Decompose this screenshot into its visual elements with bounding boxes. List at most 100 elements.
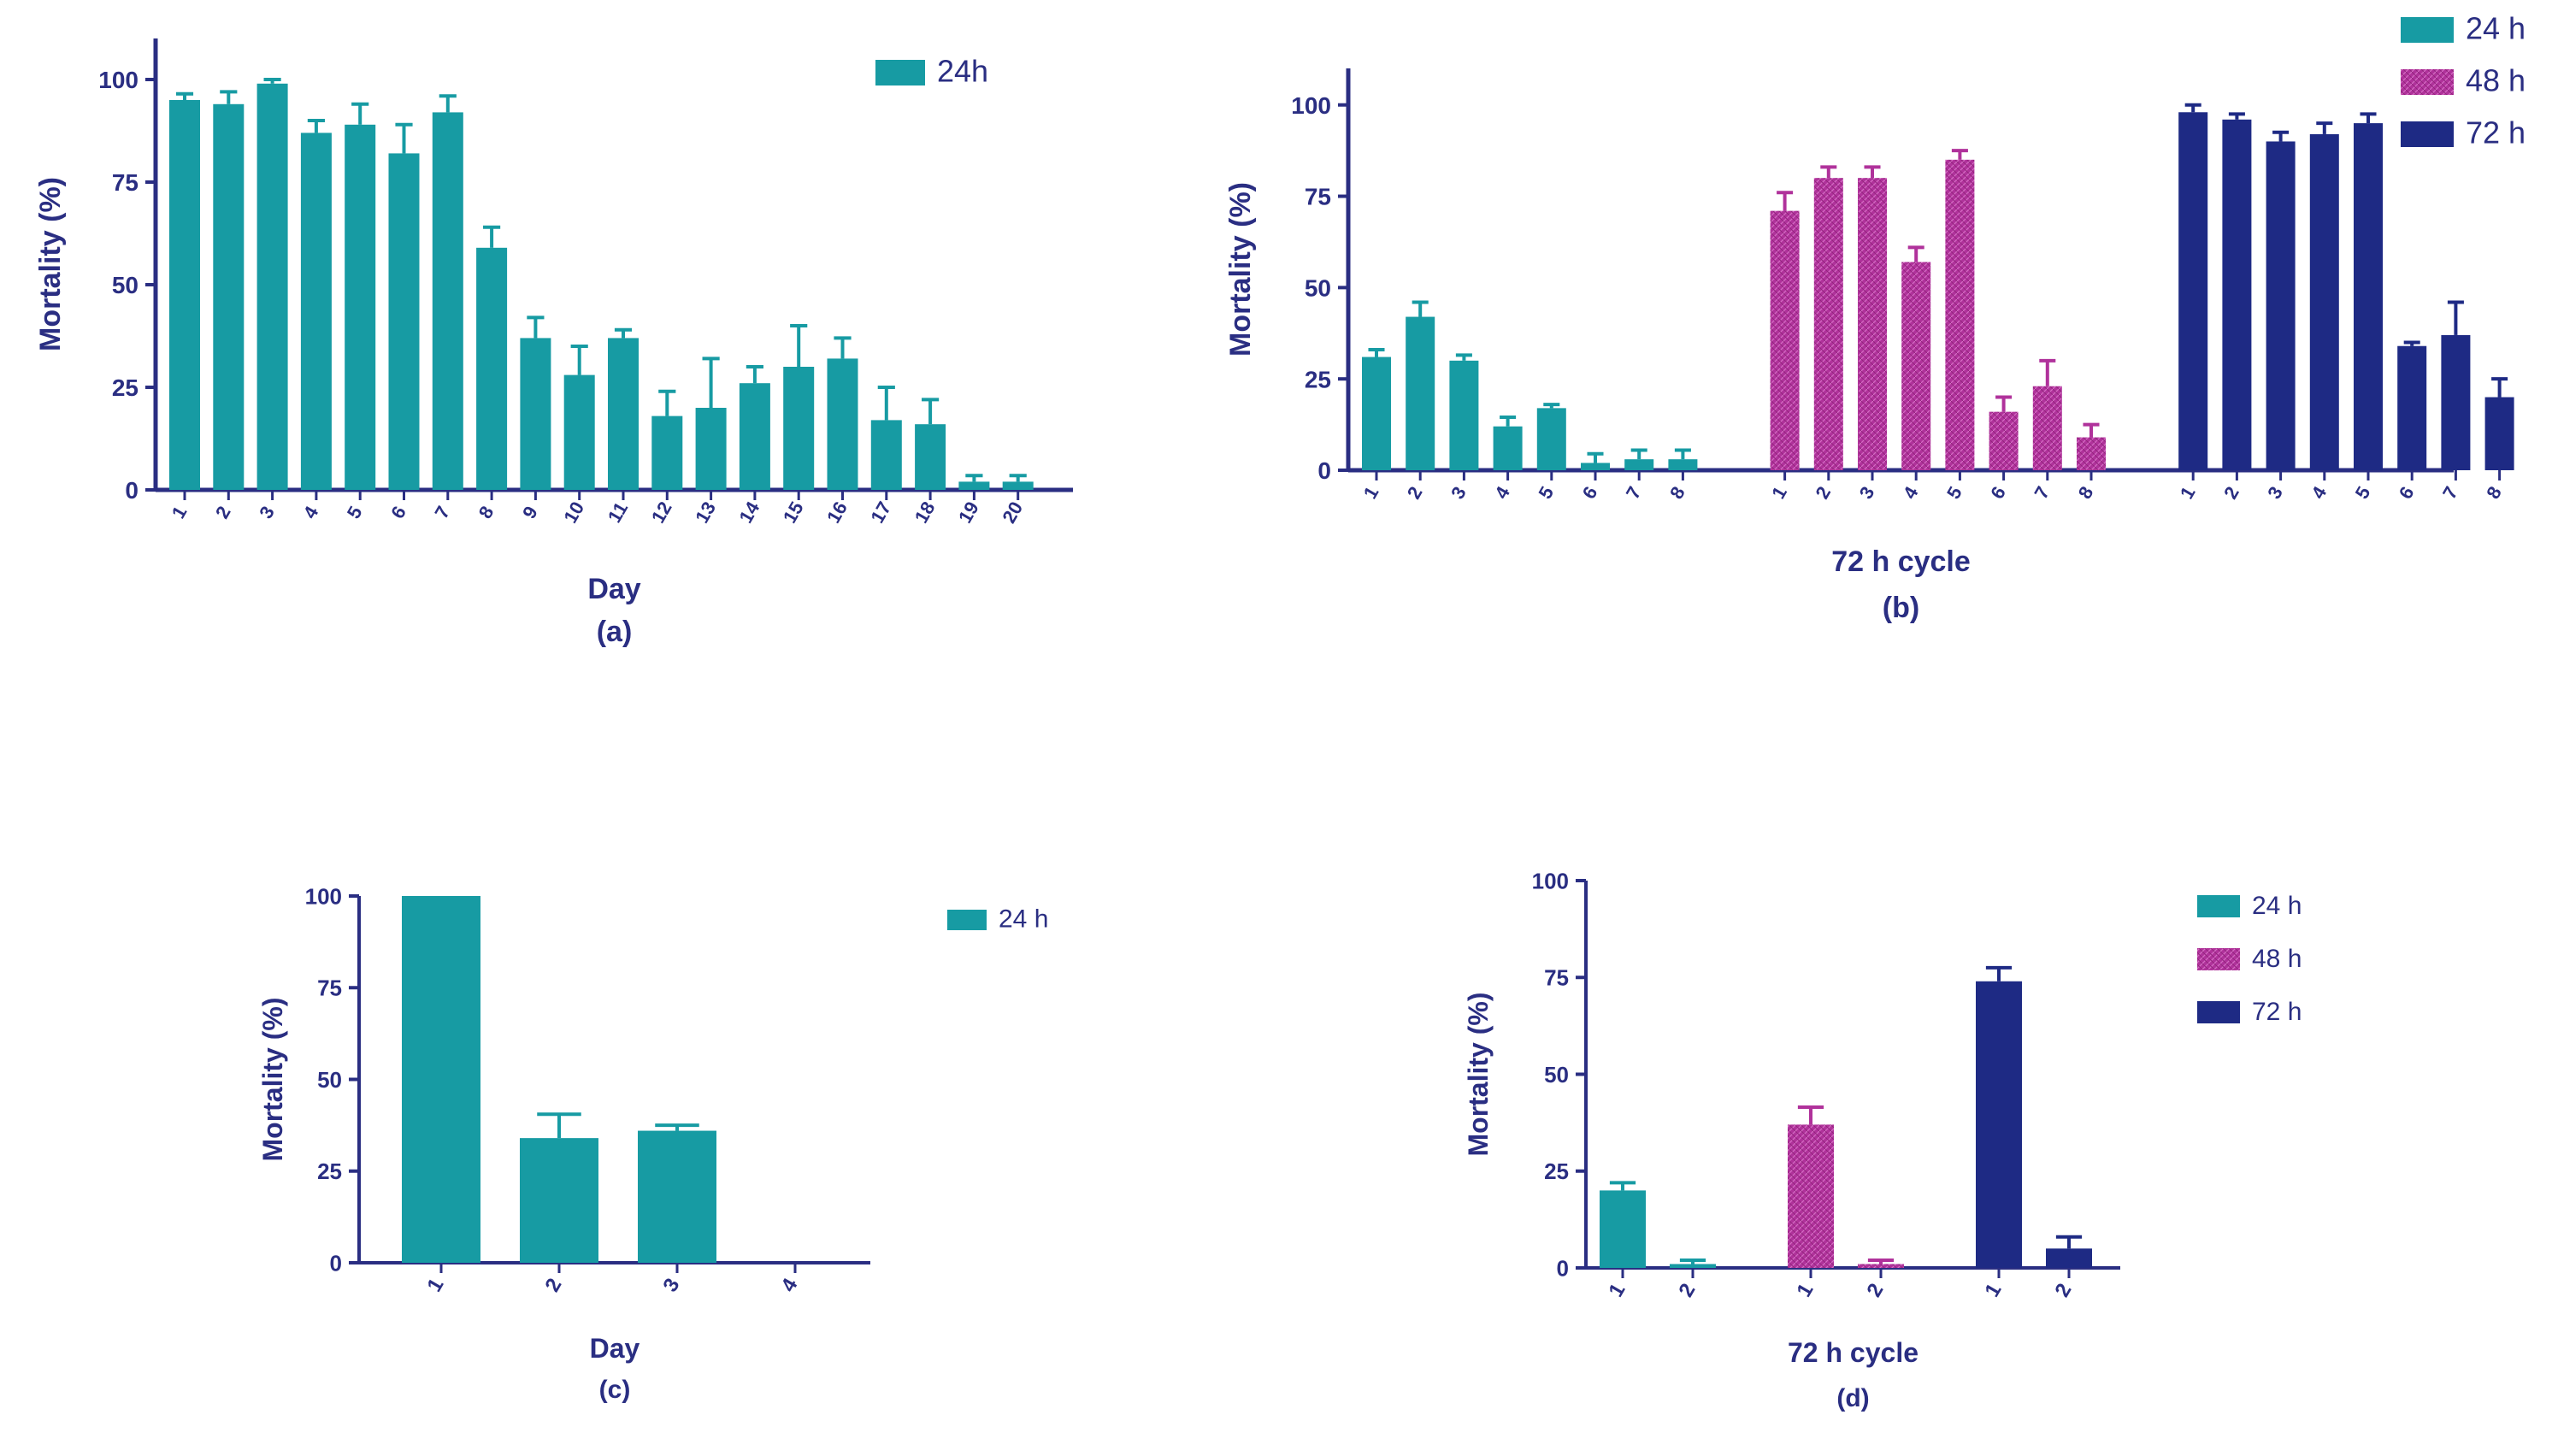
- bar: [563, 374, 595, 490]
- y-tick-label: 100: [305, 883, 342, 909]
- bar: [2046, 1248, 2092, 1268]
- x-tick-label: 5: [2351, 483, 2375, 503]
- y-tick-label: 50: [317, 1067, 342, 1093]
- x-tick-label: 2: [211, 503, 235, 522]
- x-tick-label: 2: [1811, 483, 1835, 503]
- x-tick-label: 5: [1534, 483, 1558, 503]
- x-tick-label: 8: [2482, 483, 2506, 503]
- x-tick-label: 1: [2176, 483, 2200, 503]
- bar: [1788, 1124, 1834, 1268]
- bar: [520, 1138, 598, 1263]
- bar: [1945, 159, 1975, 470]
- y-axis-label: Mortality (%): [257, 998, 288, 1162]
- bar: [476, 247, 508, 490]
- y-tick-label: 25: [1544, 1158, 1569, 1184]
- legend-label: 72 h: [2252, 998, 2302, 1026]
- x-tick-label: 3: [1447, 483, 1471, 503]
- bar: [2077, 437, 2106, 470]
- x-tick-label: 1: [168, 503, 192, 522]
- bar: [739, 383, 770, 490]
- x-tick-label: 1: [1767, 483, 1791, 503]
- x-tick-label: 16: [822, 498, 852, 527]
- bar: [520, 338, 551, 490]
- x-tick-label: 3: [1855, 483, 1879, 503]
- bar: [1901, 262, 1931, 470]
- legend-label: 24 h: [999, 905, 1048, 933]
- x-tick-label: 6: [386, 503, 410, 522]
- x-axis-label: Day: [587, 573, 640, 605]
- y-tick-label: 0: [1557, 1255, 1569, 1281]
- y-tick-label: 50: [112, 272, 139, 298]
- x-tick-label: 13: [691, 498, 720, 527]
- x-tick-label: 6: [2395, 483, 2419, 503]
- x-tick-label: 1: [422, 1275, 448, 1296]
- legend-swatch: [2197, 895, 2240, 917]
- bar: [1668, 459, 1698, 470]
- x-tick-label: 3: [658, 1275, 684, 1296]
- y-tick-label: 0: [330, 1250, 342, 1276]
- legend-swatch: [875, 60, 925, 85]
- y-tick-label: 100: [98, 67, 139, 93]
- bar: [1813, 178, 1843, 470]
- x-tick-label: 6: [1578, 483, 1602, 503]
- x-tick-label: 4: [299, 502, 323, 522]
- panel-caption: (b): [1883, 592, 1919, 624]
- bar: [1002, 481, 1034, 490]
- bar: [783, 367, 815, 490]
- bar: [1600, 1190, 1646, 1268]
- y-tick-label: 25: [112, 374, 139, 401]
- y-tick-label: 75: [112, 169, 139, 196]
- x-tick-label: 17: [866, 498, 895, 527]
- x-tick-label: 3: [2263, 483, 2287, 503]
- bar: [651, 416, 683, 490]
- bar: [2266, 141, 2296, 471]
- x-tick-label: 1: [1792, 1280, 1818, 1301]
- x-tick-label: 8: [474, 503, 498, 522]
- bar: [432, 112, 463, 490]
- legend-swatch: [2401, 69, 2454, 95]
- x-tick-label: 7: [2438, 483, 2462, 503]
- bar: [695, 408, 727, 490]
- bar: [388, 153, 420, 490]
- x-tick-label: 10: [559, 498, 588, 527]
- bar: [2222, 119, 2252, 470]
- bar: [256, 83, 288, 491]
- x-axis-label: 72 h cycle: [1831, 545, 1971, 578]
- x-tick-label: 8: [1665, 483, 1689, 503]
- x-tick-label: 8: [2074, 483, 2098, 503]
- bar: [1493, 426, 1523, 470]
- legend-label: 24 h: [2252, 892, 2302, 920]
- x-tick-label: 1: [1604, 1280, 1630, 1301]
- y-axis-label: Mortality (%): [1463, 993, 1494, 1157]
- bar: [1581, 463, 1610, 470]
- y-tick-label: 0: [125, 477, 139, 504]
- y-tick-label: 75: [1544, 965, 1569, 991]
- bar: [1858, 178, 1887, 470]
- legend-swatch: [2401, 121, 2454, 147]
- bar: [1362, 357, 1391, 470]
- bar: [169, 100, 200, 490]
- y-tick-label: 50: [1305, 274, 1331, 301]
- bar: [958, 481, 990, 490]
- y-tick-label: 0: [1317, 457, 1331, 484]
- bar: [1670, 1264, 1716, 1268]
- bar: [1976, 981, 2022, 1268]
- legend-swatch: [947, 910, 987, 930]
- x-tick-label: 19: [954, 498, 983, 527]
- bar: [1989, 411, 2019, 470]
- x-tick-label: 1: [1359, 483, 1383, 503]
- bar: [1406, 316, 1435, 470]
- y-tick-label: 25: [317, 1158, 342, 1184]
- x-tick-label: 2: [1403, 483, 1427, 503]
- legend-label: 24h: [937, 54, 988, 89]
- x-tick-label: 1: [1980, 1280, 2006, 1301]
- legend-swatch: [2401, 17, 2454, 43]
- panel-caption: (a): [597, 616, 633, 648]
- x-tick-label: 20: [998, 498, 1027, 527]
- bar: [2441, 334, 2471, 470]
- x-tick-label: 5: [1942, 483, 1966, 503]
- y-tick-label: 75: [317, 976, 342, 1001]
- y-axis-label: Mortality (%): [1224, 182, 1257, 357]
